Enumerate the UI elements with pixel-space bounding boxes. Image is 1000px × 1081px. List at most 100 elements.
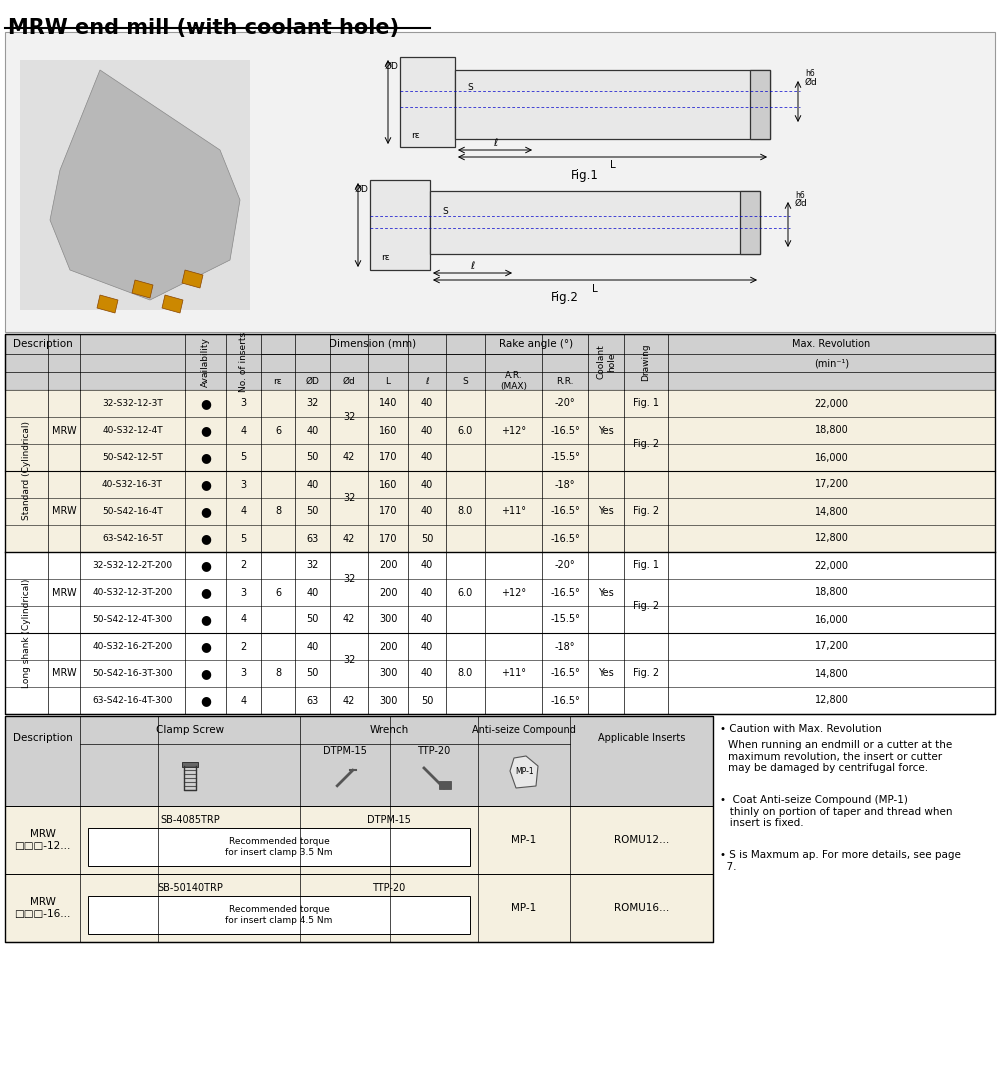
- Text: Ød: Ød: [343, 376, 355, 386]
- Bar: [750, 70, 770, 139]
- Bar: [740, 191, 760, 254]
- Text: 14,800: 14,800: [815, 668, 848, 679]
- Text: TTP-20: TTP-20: [372, 883, 406, 893]
- Text: 12,800: 12,800: [815, 695, 848, 706]
- Text: MP-1: MP-1: [511, 835, 537, 845]
- Text: -16.5°: -16.5°: [550, 534, 580, 544]
- Bar: [5, 334, 995, 390]
- Text: S: S: [463, 376, 468, 386]
- Text: ●: ●: [200, 559, 211, 572]
- Text: Yes: Yes: [598, 668, 614, 679]
- Text: 200: 200: [379, 641, 397, 652]
- Text: ØD: ØD: [354, 185, 368, 193]
- Bar: [5, 417, 995, 444]
- Text: MRW: MRW: [52, 668, 76, 679]
- Text: 140: 140: [379, 399, 397, 409]
- Bar: [5, 525, 995, 552]
- Bar: [5, 334, 995, 390]
- Bar: [5, 688, 995, 713]
- Bar: [5, 32, 995, 332]
- Text: ●: ●: [200, 640, 211, 653]
- Text: 32: 32: [306, 561, 319, 571]
- Text: ROMU16…: ROMU16…: [614, 903, 669, 913]
- Text: 200: 200: [379, 587, 397, 598]
- Text: Fig. 2: Fig. 2: [633, 668, 659, 679]
- Text: 50-S42-16-4T: 50-S42-16-4T: [102, 507, 163, 516]
- Text: 40: 40: [421, 399, 433, 409]
- Text: 160: 160: [379, 426, 397, 436]
- Text: MP-1: MP-1: [511, 903, 537, 913]
- Text: 17,200: 17,200: [814, 641, 848, 652]
- Polygon shape: [50, 70, 240, 301]
- Polygon shape: [182, 270, 203, 288]
- Text: 22,000: 22,000: [814, 399, 848, 409]
- Text: 40: 40: [421, 507, 433, 517]
- Text: MRW end mill (with coolant hole): MRW end mill (with coolant hole): [8, 18, 399, 38]
- Text: 32: 32: [343, 655, 355, 665]
- Bar: [5, 716, 713, 806]
- Text: 63-S42-16-5T: 63-S42-16-5T: [102, 534, 163, 543]
- Text: 40-S32-12-3T-200: 40-S32-12-3T-200: [92, 588, 173, 597]
- Text: 40: 40: [421, 426, 433, 436]
- Text: Drawing: Drawing: [642, 343, 650, 381]
- Text: 40: 40: [421, 587, 433, 598]
- Text: ●: ●: [200, 451, 211, 464]
- Text: 42: 42: [343, 453, 355, 463]
- Text: 4: 4: [240, 695, 247, 706]
- Text: 50-S42-16-3T-300: 50-S42-16-3T-300: [92, 669, 173, 678]
- Text: 18,800: 18,800: [815, 587, 848, 598]
- Text: (min⁻¹): (min⁻¹): [814, 358, 849, 368]
- Text: ℓ: ℓ: [425, 376, 429, 386]
- Text: 2: 2: [240, 641, 247, 652]
- Bar: [88, 896, 470, 934]
- Text: 6: 6: [275, 426, 281, 436]
- Text: Yes: Yes: [598, 507, 614, 517]
- Text: 160: 160: [379, 480, 397, 490]
- Text: Recommended torque
for insert clamp 4.5 Nm: Recommended torque for insert clamp 4.5 …: [225, 905, 333, 924]
- Bar: [5, 633, 995, 660]
- Text: 3: 3: [240, 480, 247, 490]
- Text: 4: 4: [240, 507, 247, 517]
- Text: 50: 50: [306, 668, 319, 679]
- Text: 4: 4: [240, 614, 247, 625]
- Text: rε: rε: [381, 254, 389, 263]
- Text: When running an endmill or a cutter at the
maximum revolution, the insert or cut: When running an endmill or a cutter at t…: [728, 740, 952, 773]
- Polygon shape: [510, 756, 538, 788]
- Text: 300: 300: [379, 614, 397, 625]
- Text: No. of inserts: No. of inserts: [239, 332, 248, 392]
- Text: Description: Description: [13, 733, 72, 743]
- Text: ROMU12…: ROMU12…: [614, 835, 669, 845]
- Text: 8: 8: [275, 507, 281, 517]
- Text: 32-S32-12-3T: 32-S32-12-3T: [102, 399, 163, 408]
- Text: 300: 300: [379, 695, 397, 706]
- Text: MRW: MRW: [52, 587, 76, 598]
- Text: 12,800: 12,800: [815, 534, 848, 544]
- Text: 8.0: 8.0: [458, 507, 473, 517]
- Bar: [5, 806, 713, 875]
- Text: 50-S42-12-5T: 50-S42-12-5T: [102, 453, 163, 462]
- Text: -16.5°: -16.5°: [550, 507, 580, 517]
- Text: 40-S32-16-3T: 40-S32-16-3T: [102, 480, 163, 489]
- Text: ●: ●: [200, 694, 211, 707]
- Text: 32: 32: [343, 574, 355, 584]
- Text: Fig. 2: Fig. 2: [633, 439, 659, 449]
- Text: 170: 170: [379, 453, 397, 463]
- Text: 50-S42-12-4T-300: 50-S42-12-4T-300: [92, 615, 173, 624]
- Text: ●: ●: [200, 613, 211, 626]
- Text: 40-S32-16-2T-200: 40-S32-16-2T-200: [92, 642, 173, 651]
- Text: MP-1: MP-1: [516, 766, 534, 775]
- Text: 40: 40: [421, 480, 433, 490]
- Bar: [5, 552, 995, 579]
- Polygon shape: [97, 295, 118, 313]
- Text: 8.0: 8.0: [458, 668, 473, 679]
- Text: Standard (Cylindrical): Standard (Cylindrical): [22, 422, 31, 520]
- Text: S: S: [467, 82, 473, 92]
- Text: 8: 8: [275, 668, 281, 679]
- Text: -15.5°: -15.5°: [550, 453, 580, 463]
- Text: -20°: -20°: [555, 561, 575, 571]
- Text: DTPM-15: DTPM-15: [323, 746, 367, 756]
- Text: 63: 63: [306, 534, 319, 544]
- Text: Fig.2: Fig.2: [551, 292, 579, 305]
- Text: -16.5°: -16.5°: [550, 668, 580, 679]
- Text: -20°: -20°: [555, 399, 575, 409]
